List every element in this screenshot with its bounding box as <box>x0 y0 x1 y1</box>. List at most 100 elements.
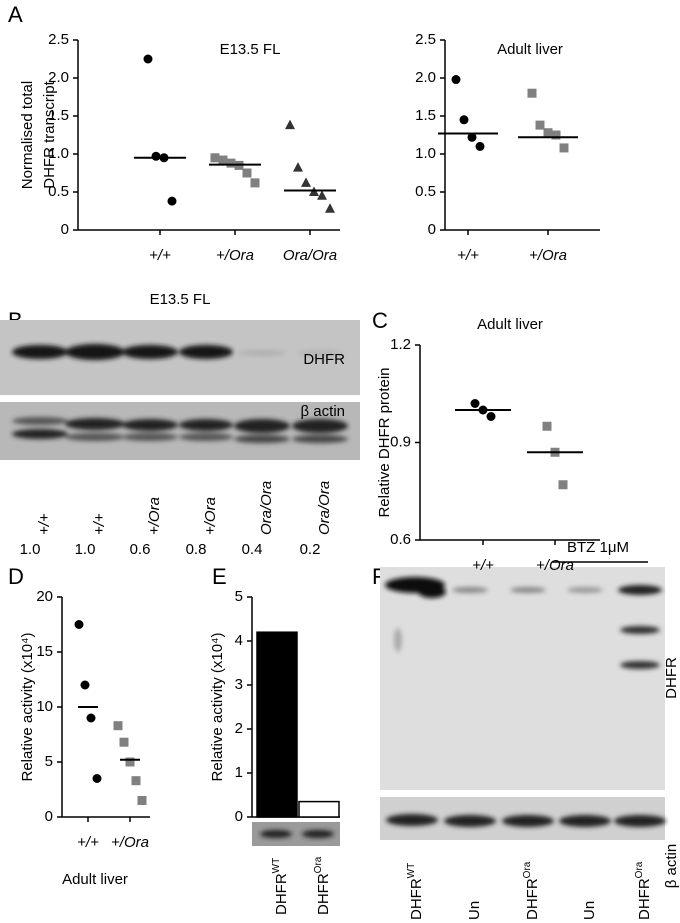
data-point <box>151 151 161 161</box>
data-point <box>250 178 260 188</box>
data-point <box>119 737 129 747</box>
y-tick-label: 1.5 <box>48 107 69 124</box>
y-tick-label: 1.0 <box>415 145 436 162</box>
x-tick-label: +/Ora <box>216 247 254 264</box>
y-axis-label: Relative activity (x10⁴) <box>19 633 36 782</box>
treatment-label: BTZ 1μM <box>567 539 629 556</box>
label-base: Un <box>466 901 483 920</box>
panel-letter: D <box>8 564 24 589</box>
data-point <box>131 776 141 786</box>
quantification: 0.2 <box>300 541 321 558</box>
y-axis-label: DHFR transcript <box>41 80 58 188</box>
x-tick-label: +/Ora <box>536 557 574 574</box>
panel-letter: A <box>8 2 23 27</box>
y-axis-label: Relative activity (x10⁴) <box>209 633 226 782</box>
y-tick-label: 2.0 <box>415 69 436 86</box>
data-point <box>218 155 228 165</box>
data-point <box>451 75 461 85</box>
band-label: β actin <box>301 403 345 420</box>
data-point <box>113 721 123 731</box>
y-axis-label: Normalised total <box>19 81 36 189</box>
y-tick-label: 0 <box>235 808 243 825</box>
x-tick-label: +/+ <box>472 557 494 574</box>
data-point <box>535 120 545 130</box>
data-point <box>325 203 335 213</box>
quantification: 1.0 <box>75 541 96 558</box>
lane-label: Ora/Ora <box>316 481 333 535</box>
quantification: 0.4 <box>242 541 263 558</box>
lane-label: +/+ <box>36 513 53 535</box>
lane-label: DHFROra <box>634 861 653 920</box>
label-base: DHFR <box>315 873 332 915</box>
data-point <box>486 412 496 421</box>
lane-label: Un <box>466 901 483 920</box>
quantification: 0.8 <box>186 541 207 558</box>
blot-e <box>252 822 340 846</box>
data-point <box>542 421 552 431</box>
data-point <box>527 88 537 98</box>
data-point <box>125 757 135 767</box>
lane-label: Un <box>581 901 598 920</box>
lane-label: +/Ora <box>202 497 219 535</box>
data-point <box>80 680 90 690</box>
lane-label: DHFRWT <box>406 863 425 920</box>
quantification: 0.6 <box>130 541 151 558</box>
data-point <box>470 399 480 408</box>
data-point <box>226 158 236 168</box>
blot-b <box>0 320 360 460</box>
x-tick-label: +/+ <box>457 247 479 264</box>
panel-letter: E <box>212 564 227 589</box>
y-tick-label: 0.5 <box>415 183 436 200</box>
label-sup: Ora <box>634 861 645 878</box>
data-point <box>551 130 561 140</box>
label-sup: Ora <box>313 856 324 873</box>
lane-label: DHFROra <box>522 861 541 920</box>
data-point <box>143 54 153 64</box>
y-tick-label: 2.0 <box>48 69 69 86</box>
lane-label: DHFRWT <box>271 858 290 915</box>
lane-label: +/+ <box>91 513 108 535</box>
x-tick-label: +/Ora <box>111 834 149 851</box>
x-axis-label: Adult liver <box>62 871 128 888</box>
data-point <box>467 132 477 142</box>
label-base: DHFR <box>408 878 425 920</box>
data-point <box>137 796 147 805</box>
data-point <box>559 143 569 153</box>
x-tick-label: +/+ <box>149 247 171 264</box>
data-point <box>210 153 220 163</box>
y-tick-label: 0.6 <box>390 531 411 548</box>
label-base: Un <box>581 901 598 920</box>
band-label: β actin <box>663 844 680 888</box>
y-tick-label: 0 <box>428 221 436 238</box>
x-tick-label: +/+ <box>77 834 99 851</box>
blot-f <box>380 567 666 840</box>
label-base: DHFR <box>636 878 653 920</box>
data-point <box>317 190 327 200</box>
y-tick-label: 0 <box>45 808 53 825</box>
chart-title: Adult liver <box>497 41 563 58</box>
data-point <box>293 162 303 172</box>
label-sup: WT <box>271 858 282 874</box>
data-point <box>475 141 485 151</box>
y-tick-label: 10 <box>36 698 53 715</box>
chart-title: E13.5 FL <box>220 41 281 58</box>
y-tick-label: 2.5 <box>415 31 436 48</box>
chart-title: Adult liver <box>477 316 543 333</box>
y-tick-label: 1.2 <box>390 336 411 353</box>
y-tick-label: 1 <box>235 764 243 781</box>
data-point <box>558 480 568 490</box>
y-tick-label: 4 <box>235 632 243 649</box>
y-tick-label: 0.9 <box>390 433 411 450</box>
data-point <box>167 196 177 206</box>
lane-label: +/Ora <box>146 497 163 535</box>
data-point <box>74 620 84 629</box>
label-sup: WT <box>406 863 417 879</box>
data-point <box>459 115 469 125</box>
lane-label: DHFROra <box>313 856 332 915</box>
y-tick-label: 0 <box>61 221 69 238</box>
data-point <box>301 177 311 187</box>
y-tick-label: 2.5 <box>48 31 69 48</box>
label-base: DHFR <box>273 873 290 915</box>
lane-label: Ora/Ora <box>258 481 275 535</box>
bar <box>256 631 298 818</box>
